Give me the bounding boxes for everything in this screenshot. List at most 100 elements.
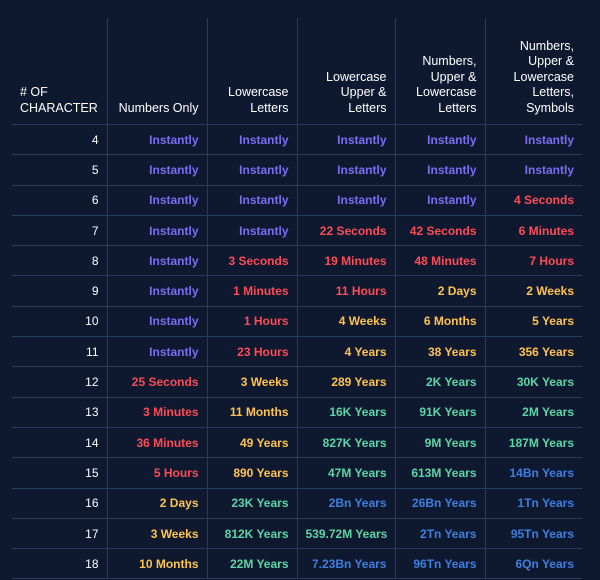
- table-row: 14 36 Minutes 49 Years 827K Years 9M Years 18…: [12, 427, 582, 459]
- crack-time-cell: Instantly: [107, 154, 208, 186]
- crack-time-cell: Instantly: [207, 124, 298, 156]
- crack-time-cell: 22M Years: [207, 548, 298, 580]
- table-row: 18 10 Months 22M Years 7.23Bn Years 96Tn Yea…: [12, 548, 582, 580]
- crack-time-cell: 4 Years: [297, 336, 396, 368]
- row-character-count: 11: [12, 336, 108, 368]
- crack-time-cell: 812K Years: [207, 518, 298, 550]
- row-character-count: 18: [12, 548, 108, 580]
- crack-time-cell: 2Bn Years: [297, 488, 396, 519]
- crack-time-cell: 2 Weeks: [485, 275, 582, 307]
- crack-time-cell: Instantly: [107, 185, 208, 216]
- table-row: 10 Instantly 1 Hours 4 Weeks 6 Months 5 Years: [12, 306, 582, 338]
- crack-time-cell: 4 Seconds: [485, 185, 582, 216]
- table-row: 6 Instantly Instantly Instantly Instantly 4 S…: [12, 185, 582, 216]
- table-row: 4 Instantly Instantly Instantly Instantly Ins…: [12, 124, 582, 156]
- crack-time-cell: 3 Minutes: [107, 397, 208, 428]
- crack-time-cell: 16K Years: [297, 397, 396, 428]
- crack-time-cell: Instantly: [207, 215, 298, 247]
- header-numbers-only: Numbers Only: [107, 18, 208, 125]
- crack-time-cell: 3 Seconds: [207, 245, 298, 277]
- table-row: 8 Instantly 3 Seconds 19 Minutes 48 Minutes 7…: [12, 245, 582, 277]
- crack-time-cell: 42 Seconds: [395, 215, 486, 247]
- crack-time-cell: Instantly: [107, 275, 208, 307]
- crack-time-cell: 1Tn Years: [485, 488, 582, 519]
- crack-time-cell: Instantly: [297, 185, 396, 216]
- crack-time-cell: 187M Years: [485, 427, 582, 459]
- crack-time-cell: 827K Years: [297, 427, 396, 459]
- crack-time-cell: 26Bn Years: [395, 488, 486, 519]
- crack-time-cell: 6Qn Years: [485, 548, 582, 580]
- header-row: # OF CHARACTER Numbers Only Lowercase Le…: [12, 18, 582, 125]
- table-row: 17 3 Weeks 812K Years 539.72M Years 2Tn Year…: [12, 518, 582, 550]
- crack-time-cell: 91K Years: [395, 397, 486, 428]
- crack-time-cell: 19 Minutes: [297, 245, 396, 277]
- crack-time-cell: 10 Months: [107, 548, 208, 580]
- crack-time-cell: Instantly: [395, 185, 486, 216]
- table-row: 13 3 Minutes 11 Months 16K Years 91K Years 2M…: [12, 397, 582, 428]
- crack-time-cell: 9M Years: [395, 427, 486, 459]
- table-row: 16 2 Days 23K Years 2Bn Years 26Bn Years 1Tn …: [12, 488, 582, 519]
- crack-time-cell: 23 Hours: [207, 336, 298, 368]
- row-character-count: 5: [12, 154, 108, 186]
- crack-time-cell: 890 Years: [207, 457, 298, 489]
- row-character-count: 12: [12, 366, 108, 398]
- crack-time-cell: 2 Days: [395, 275, 486, 307]
- row-character-count: 16: [12, 488, 108, 519]
- table-header: # OF CHARACTER Numbers Only Lowercase Le…: [12, 18, 582, 125]
- crack-time-cell: 47M Years: [297, 457, 396, 489]
- row-character-count: 8: [12, 245, 108, 277]
- crack-time-cell: 25 Seconds: [107, 366, 208, 398]
- row-character-count: 14: [12, 427, 108, 459]
- crack-time-cell: 4 Weeks: [297, 306, 396, 338]
- table-row: 11 Instantly 23 Hours 4 Years 38 Years 356 Ye…: [12, 336, 582, 368]
- row-character-count: 4: [12, 124, 108, 156]
- crack-time-cell: 7.23Bn Years: [297, 548, 396, 580]
- crack-time-cell: 613M Years: [395, 457, 486, 489]
- crack-time-cell: Instantly: [207, 154, 298, 186]
- crack-time-cell: 5 Years: [485, 306, 582, 338]
- crack-time-cell: 356 Years: [485, 336, 582, 368]
- crack-time-cell: 6 Months: [395, 306, 486, 338]
- crack-time-cell: 36 Minutes: [107, 427, 208, 459]
- crack-time-cell: 289 Years: [297, 366, 396, 398]
- table-row: 15 5 Hours 890 Years 47M Years 613M Years 14B…: [12, 457, 582, 489]
- crack-time-cell: 30K Years: [485, 366, 582, 398]
- header-num-characters: # OF CHARACTER: [12, 18, 108, 125]
- crack-time-cell: 2Tn Years: [395, 518, 486, 550]
- crack-time-cell: 1 Minutes: [207, 275, 298, 307]
- crack-time-cell: 2K Years: [395, 366, 486, 398]
- crack-time-cell: Instantly: [485, 154, 582, 186]
- crack-time-cell: 23K Years: [207, 488, 298, 519]
- row-character-count: 15: [12, 457, 108, 489]
- row-character-count: 17: [12, 518, 108, 550]
- crack-time-cell: 1 Hours: [207, 306, 298, 338]
- row-character-count: 9: [12, 275, 108, 307]
- header-numbers-upper-lowercase-symbols: Numbers, Upper & Lowercase Letters, Symb…: [485, 18, 582, 125]
- crack-time-cell: 96Tn Years: [395, 548, 486, 580]
- table-row: 9 Instantly 1 Minutes 11 Hours 2 Days 2 Weeks: [12, 275, 582, 307]
- crack-time-cell: Instantly: [107, 306, 208, 338]
- crack-time-cell: Instantly: [395, 154, 486, 186]
- crack-time-cell: 6 Minutes: [485, 215, 582, 247]
- crack-time-cell: 22 Seconds: [297, 215, 396, 247]
- table-row: 7 Instantly Instantly 22 Seconds 42 Seconds 6…: [12, 215, 582, 247]
- crack-time-cell: 539.72M Years: [297, 518, 396, 550]
- crack-time-cell: Instantly: [107, 336, 208, 368]
- crack-time-cell: 49 Years: [207, 427, 298, 459]
- crack-time-cell: Instantly: [395, 124, 486, 156]
- crack-time-cell: 11 Months: [207, 397, 298, 428]
- password-crack-time-table: # OF CHARACTER Numbers Only Lowercase Le…: [12, 18, 582, 580]
- row-character-count: 10: [12, 306, 108, 338]
- crack-time-cell: 3 Weeks: [207, 366, 298, 398]
- crack-time-cell: 11 Hours: [297, 275, 396, 307]
- table-body: 4 Instantly Instantly Instantly Instantly Ins…: [12, 124, 582, 580]
- header-lowercase-letters: Lowercase Letters: [207, 18, 298, 125]
- crack-time-cell: 14Bn Years: [485, 457, 582, 489]
- crack-time-cell: Instantly: [297, 124, 396, 156]
- crack-time-cell: 3 Weeks: [107, 518, 208, 550]
- crack-time-cell: 48 Minutes: [395, 245, 486, 277]
- crack-time-cell: Instantly: [107, 124, 208, 156]
- row-character-count: 13: [12, 397, 108, 428]
- table-row: 5 Instantly Instantly Instantly Instantly Ins…: [12, 154, 582, 186]
- crack-time-cell: Instantly: [485, 124, 582, 156]
